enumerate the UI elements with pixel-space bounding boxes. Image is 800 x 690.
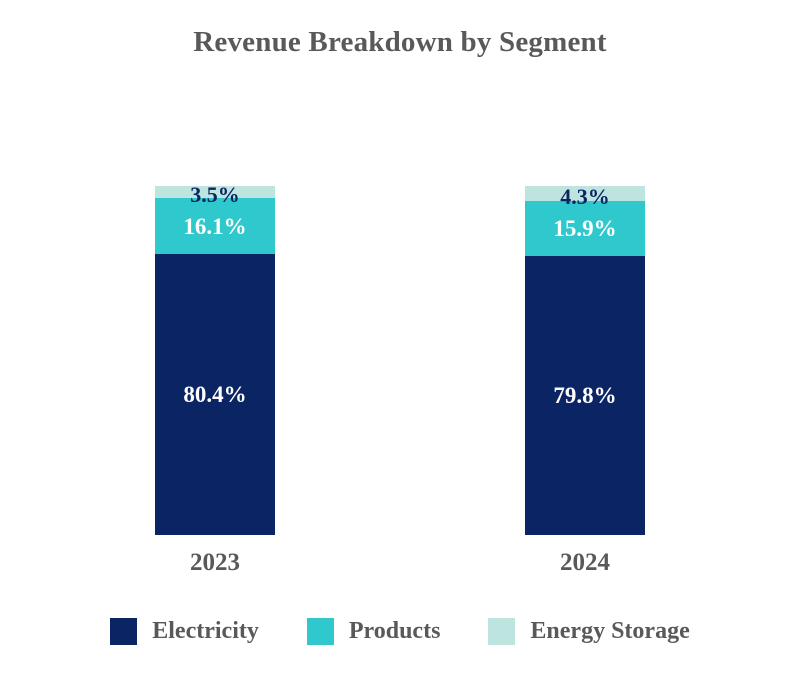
legend-label: Electricity xyxy=(152,618,259,644)
legend: Electricity Products Energy Storage xyxy=(0,618,800,645)
x-axis-label-2023: 2023 xyxy=(190,549,240,576)
segment-energy-storage-2024: 4.3% xyxy=(525,185,645,207)
legend-label: Energy Storage xyxy=(530,618,690,644)
plot-area: 3.5% 16.1% 80.4% 2023 4.3% 15.9% 79.8% 2024 xyxy=(0,184,800,576)
segment-value-label: 15.9% xyxy=(553,216,617,242)
legend-item-energy-storage: Energy Storage xyxy=(488,618,690,645)
legend-swatch-icon xyxy=(306,618,334,645)
legend-swatch-icon xyxy=(488,618,516,645)
segment-electricity-2024: 79.8% xyxy=(525,256,645,535)
legend-item-products: Products xyxy=(306,618,441,645)
segment-value-label: 3.5% xyxy=(190,182,240,208)
legend-item-electricity: Electricity xyxy=(110,618,259,645)
segment-products-2023: 16.1% xyxy=(155,198,275,255)
bar-group-2024: 4.3% 15.9% 79.8% 2024 xyxy=(525,185,645,576)
stacked-bar-2024: 4.3% 15.9% 79.8% xyxy=(525,185,645,535)
legend-swatch-icon xyxy=(110,618,138,645)
x-axis-label-2024: 2024 xyxy=(560,549,610,576)
segment-value-label: 4.3% xyxy=(560,183,610,209)
stacked-bar-2023: 3.5% 16.1% 80.4% xyxy=(155,184,275,535)
segment-products-2024: 15.9% xyxy=(525,201,645,257)
bar-group-2023: 3.5% 16.1% 80.4% 2023 xyxy=(155,184,275,576)
segment-value-label: 79.8% xyxy=(553,383,617,409)
segment-value-label: 16.1% xyxy=(183,213,247,239)
segment-energy-storage-2023: 3.5% xyxy=(155,184,275,206)
legend-label: Products xyxy=(348,618,441,644)
segment-value-label: 80.4% xyxy=(183,382,247,408)
chart-title: Revenue Breakdown by Segment xyxy=(193,26,607,58)
segment-electricity-2023: 80.4% xyxy=(155,254,275,535)
